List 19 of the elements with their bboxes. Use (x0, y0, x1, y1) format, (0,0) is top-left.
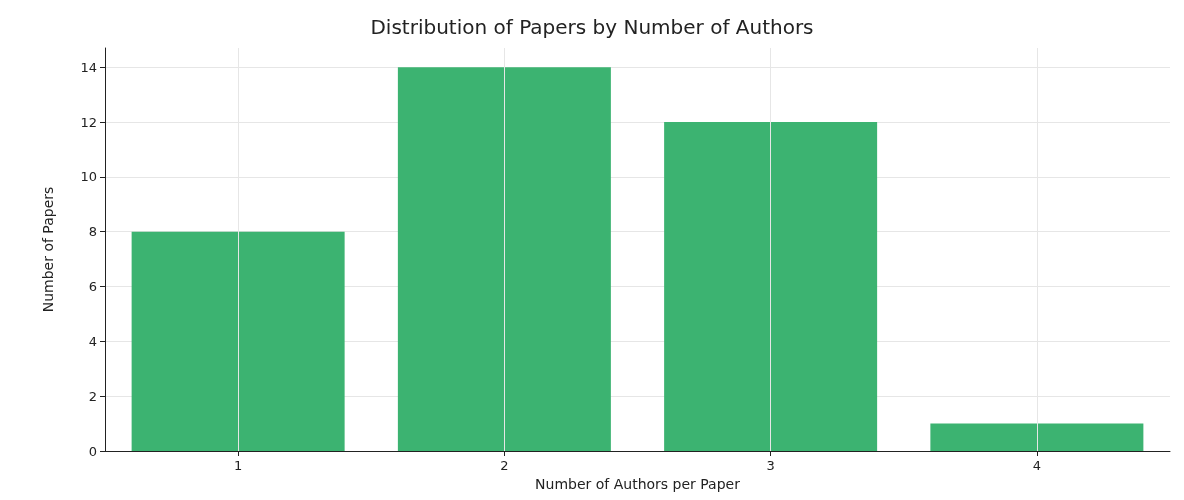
y-tick-label: 8 (88, 224, 97, 240)
y-tick-label: 0 (88, 443, 97, 459)
y-tick-label: 4 (88, 333, 97, 349)
x-axis-title: Number of Authors per Paper (535, 475, 741, 492)
bar (930, 423, 1144, 451)
y-tick-label: 2 (88, 388, 97, 404)
x-tick-label: 4 (1032, 458, 1042, 473)
bar (397, 67, 611, 451)
y-tick-label: 6 (88, 279, 97, 295)
y-tick-label: 12 (80, 114, 97, 130)
y-tick-label: 14 (80, 59, 97, 75)
y-tick-label: 10 (80, 169, 97, 185)
bar (664, 122, 878, 451)
chart-title: Distribution of Papers by Number of Authors (370, 15, 814, 39)
x-tick-label: 2 (500, 458, 509, 473)
x-tick-label: 1 (233, 458, 243, 473)
x-tick-label: 3 (766, 458, 775, 473)
y-axis-title: Number of Papers (40, 186, 56, 313)
bar (131, 231, 345, 451)
